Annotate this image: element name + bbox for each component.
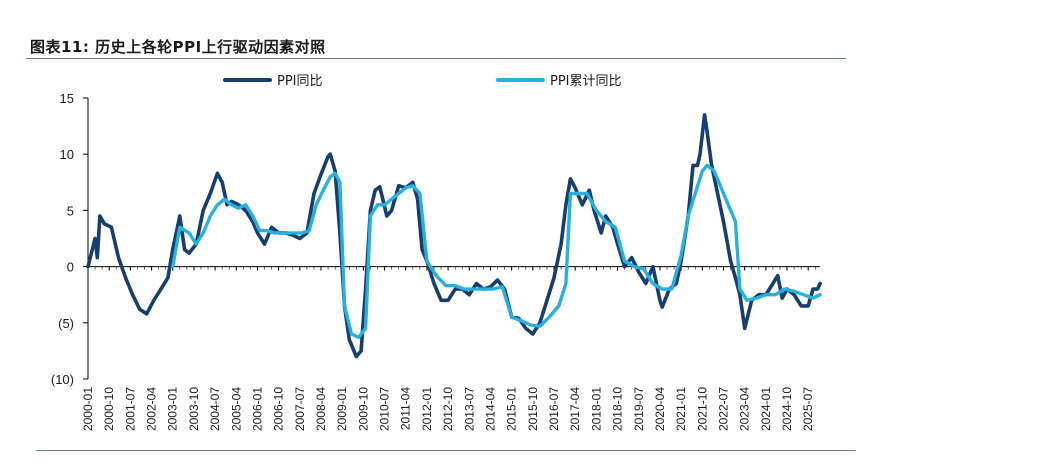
y-tick-label: 5 — [67, 203, 74, 218]
legend-label-ppi-cumulative: PPI累计同比 — [550, 74, 622, 89]
x-tick-label: 2008-04 — [314, 387, 328, 431]
x-tick-label: 2024-01 — [759, 387, 773, 431]
x-tick-label: 2011-04 — [399, 387, 413, 430]
x-tick-label: 2002-04 — [145, 387, 159, 431]
x-tick-label: 2003-10 — [187, 387, 201, 431]
x-tick-label: 2003-01 — [166, 387, 180, 431]
x-tick-label: 2009-10 — [356, 387, 370, 431]
x-tick-label: 2021-10 — [695, 387, 709, 431]
x-tick-label: 2022-07 — [716, 387, 730, 431]
x-tick-label: 2018-01 — [589, 387, 603, 431]
x-tick-label: 2000-01 — [81, 387, 95, 431]
x-tick-label: 2019-07 — [632, 387, 646, 431]
x-tick-label: 2023-04 — [738, 387, 752, 431]
x-tick-label: 2021-01 — [674, 387, 688, 431]
y-tick-label: 10 — [60, 147, 74, 162]
x-tick-label: 2007-07 — [293, 387, 307, 431]
x-tick-label: 2025-07 — [801, 387, 815, 431]
x-tick-label: 2014-04 — [483, 387, 497, 431]
title-rule — [26, 58, 846, 59]
y-tick-label: (5) — [58, 316, 74, 331]
y-tick-label: 0 — [67, 260, 74, 275]
x-tick-label: 2012-01 — [420, 387, 434, 431]
x-tick-label: 2010-07 — [378, 387, 392, 431]
x-tick-label: 2004-07 — [208, 387, 222, 431]
x-tick-label: 2013-07 — [462, 387, 476, 431]
x-tick-label: 2005-04 — [229, 387, 243, 431]
axes — [87, 98, 820, 379]
x-tick-label: 2012-10 — [441, 387, 455, 431]
series-line-ppi-yoy — [86, 113, 822, 359]
x-tick-label: 2020-04 — [653, 387, 667, 431]
x-tick-label: 2009-01 — [335, 387, 349, 431]
x-tick-label: 2016-07 — [547, 387, 561, 431]
x-tick-label: 2015-01 — [505, 387, 519, 431]
x-tick-label: 2000-10 — [102, 387, 116, 431]
legend: PPI同比 PPI累计同比 — [223, 74, 622, 89]
y-tick-label: (10) — [51, 372, 74, 387]
series-lines — [86, 113, 822, 359]
x-tick-label: 2006-01 — [250, 387, 264, 431]
legend-label-ppi-yoy: PPI同比 — [277, 74, 323, 89]
y-axis-ticks: 15 10 5 0 (5) (10) — [51, 91, 88, 387]
x-tick-label: 2024-10 — [780, 387, 794, 431]
series-line-ppi-cumulative — [171, 163, 822, 340]
y-tick-label: 15 — [60, 91, 74, 106]
x-tick-label: 2018-10 — [611, 387, 625, 431]
bottom-rule — [36, 450, 856, 451]
x-tick-label: 2001-07 — [123, 387, 137, 431]
x-axis-ticks: 2000-01 2000-10 2001-07 2002-04 2003-01 2003-… — [81, 266, 816, 431]
figure-title: 图表11: 历史上各轮PPI上行驱动因素对照 — [30, 38, 326, 56]
x-tick-label: 2006-10 — [272, 387, 286, 431]
x-tick-label: 2015-10 — [526, 387, 540, 431]
x-tick-label: 2017-04 — [568, 387, 582, 431]
